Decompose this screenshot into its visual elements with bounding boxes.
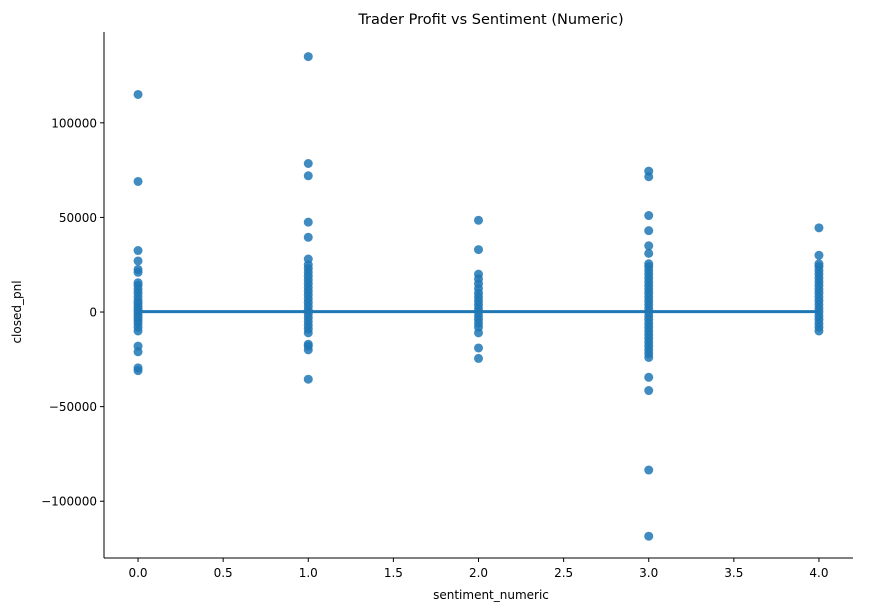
chart-title: Trader Profit vs Sentiment (Numeric) (357, 12, 623, 28)
data-point (303, 345, 313, 355)
x-tick-label: 1.0 (299, 566, 318, 580)
data-point (303, 159, 313, 168)
data-point (133, 256, 143, 266)
data-point (303, 232, 313, 242)
data-point (814, 250, 824, 260)
data-point (644, 372, 654, 382)
data-point (474, 343, 483, 353)
data-point (133, 326, 143, 336)
data-point (303, 374, 313, 384)
y-tick-label: 0 (89, 306, 97, 320)
data-point (644, 386, 654, 396)
data-point (474, 328, 483, 338)
data-point (644, 241, 654, 251)
data-point (303, 52, 313, 62)
data-point (303, 217, 313, 227)
data-point (133, 176, 143, 186)
x-tick-label: 1.5 (384, 566, 403, 580)
data-point (303, 328, 313, 338)
data-point (133, 347, 143, 357)
y-tick-label: 100000 (51, 116, 97, 130)
data-point (814, 223, 824, 233)
data-point (303, 171, 313, 181)
x-tick-label: 4.0 (809, 566, 828, 580)
x-tick-label: 0.5 (214, 566, 233, 580)
y-tick-label: 50000 (59, 211, 97, 225)
x-tick-label: 2.0 (469, 566, 488, 580)
data-points (133, 52, 824, 541)
data-point (474, 353, 483, 363)
data-point (644, 172, 654, 182)
x-axis-label: sentiment_numeric (433, 588, 549, 602)
x-tick-label: 2.5 (554, 566, 573, 580)
data-point (644, 211, 654, 221)
data-point (133, 366, 143, 376)
x-tick-label: 3.5 (724, 566, 743, 580)
data-point (474, 215, 483, 225)
data-point (644, 248, 654, 258)
data-point (644, 531, 654, 541)
data-point (474, 245, 483, 255)
data-point (644, 352, 654, 362)
x-tick-label: 3.0 (639, 566, 658, 580)
y-tick-label: −50000 (49, 400, 97, 414)
data-point (644, 465, 654, 475)
y-axis-label: closed_pnl (10, 280, 24, 343)
y-axis-ticks: −100000 −50000 0 50000 100000 (41, 116, 104, 509)
data-point (644, 226, 654, 236)
data-point (133, 246, 143, 256)
data-point (133, 89, 143, 99)
x-tick-label: 0.0 (128, 566, 147, 580)
data-point (814, 326, 824, 336)
data-point (133, 267, 143, 277)
x-axis-ticks: 0.0 0.5 1.0 1.5 2.0 2.5 3.0 3.5 4.0 (128, 558, 829, 580)
y-tick-label: −100000 (41, 495, 97, 509)
